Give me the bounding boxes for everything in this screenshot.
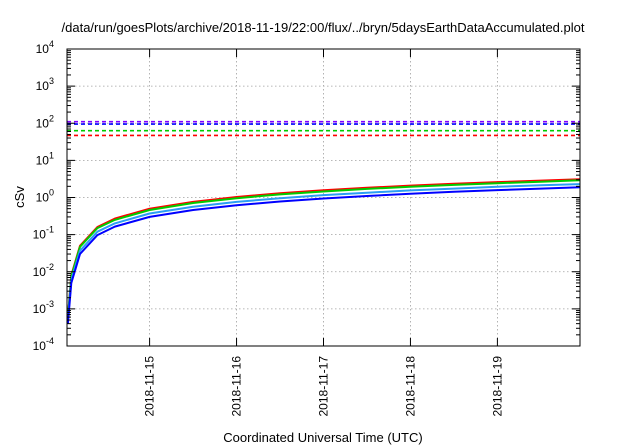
threshold-lines [67,120,580,137]
y-tick-exponent: -3 [46,299,54,309]
y-tick-exponent: 2 [49,113,54,123]
y-tick-base: 10 [36,191,50,205]
series-line [66,183,581,321]
y-tick-label: 10-4 [33,336,54,353]
series-line [66,186,581,324]
y-tick-exponent: -1 [46,225,54,235]
y-tick-exponent: 0 [49,188,54,198]
chart-title: /data/run/goesPlots/archive/2018-11-19/2… [62,20,585,35]
y-tick-label: 10-1 [33,225,54,242]
y-tick-label: 104 [36,39,54,56]
x-tick-label: 2018-11-15 [143,356,157,417]
y-tick-base: 10 [33,228,47,242]
y-tick-exponent: 1 [49,150,54,160]
y-tick-base: 10 [33,265,47,279]
y-tick-exponent: -4 [46,336,54,346]
y-tick-label: 100 [36,188,54,205]
x-axis: 2018-11-15 2018-11-16 2018-11-17 2018-11-18… [143,49,504,417]
y-axis-label: cSv [12,186,27,208]
series-line [66,179,581,318]
y-tick-exponent: 4 [49,39,54,49]
y-tick-base: 10 [33,339,47,353]
series-line [66,178,581,318]
series-lines [66,178,581,324]
y-tick-label: 10-2 [33,262,54,279]
y-tick-base: 10 [36,42,50,56]
y-tick-exponent: -2 [46,262,54,272]
x-tick-label: 2018-11-17 [317,356,331,417]
x-tick-label: 2018-11-16 [230,356,244,417]
y-tick-label: 10-3 [33,299,54,316]
y-tick-base: 10 [33,302,47,316]
y-tick-exponent: 3 [49,76,54,86]
y-tick-base: 10 [36,116,50,130]
x-axis-label: Coordinated Universal Time (UTC) [223,430,422,445]
y-tick-label: 101 [36,150,54,167]
y-tick-label: 102 [36,113,54,130]
x-tick-label: 2018-11-19 [490,356,504,417]
x-tick-label: 2018-11-18 [403,356,417,417]
y-tick-base: 10 [36,79,50,93]
y-tick-base: 10 [36,153,50,167]
y-tick-label: 103 [36,76,54,93]
